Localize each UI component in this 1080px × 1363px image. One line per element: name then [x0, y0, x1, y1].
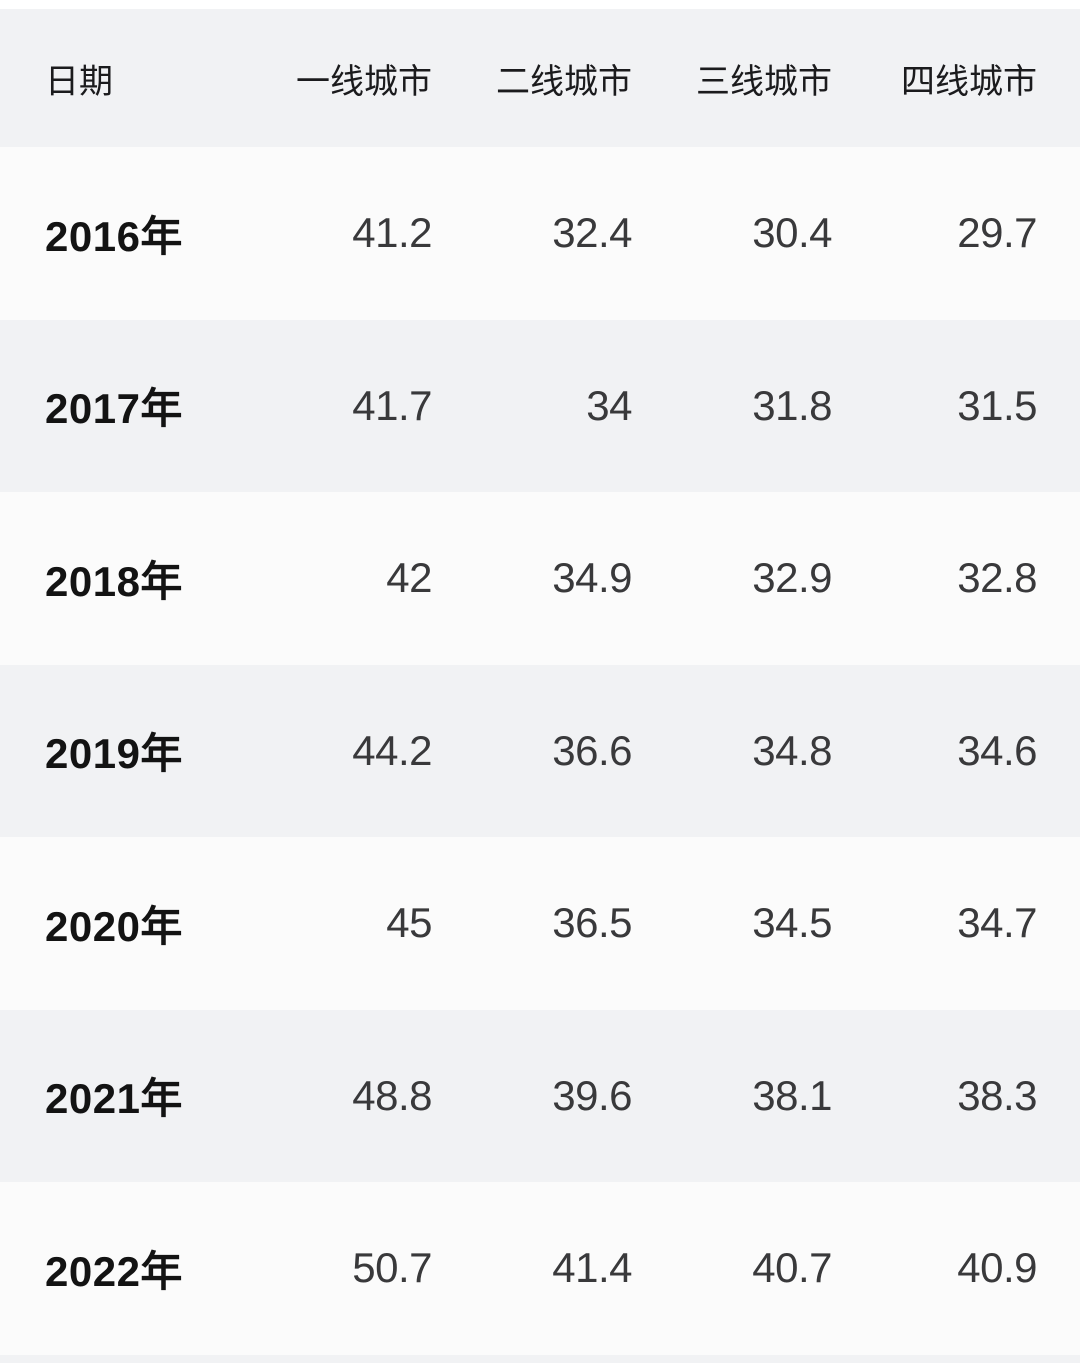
column-header-tier3: 三线城市 — [696, 62, 832, 101]
value-cell: 36.5 — [552, 899, 632, 947]
value-cell: 34.7 — [957, 899, 1037, 947]
year-cell: 2021年 — [45, 1075, 183, 1123]
value-cell: 30.4 — [752, 209, 832, 257]
table-row: 2019年 44.2 36.6 34.8 34.6 — [0, 664, 1080, 837]
year-cell: 2020年 — [45, 902, 183, 950]
column-header-tier1: 一线城市 — [296, 62, 432, 101]
table-row: 2020年 45 36.5 34.5 34.7 — [0, 837, 1080, 1010]
value-cell: 34.8 — [752, 726, 832, 774]
value-cell: 32.4 — [552, 209, 632, 257]
value-cell: 40.7 — [752, 1244, 832, 1292]
table-header-row: 日期 一线城市 二线城市 三线城市 四线城市 — [0, 9, 1080, 147]
value-cell: 41.2 — [352, 209, 432, 257]
table-row: 2022年 50.7 41.4 40.7 40.9 — [0, 1182, 1080, 1355]
value-cell: 38.1 — [752, 1071, 832, 1119]
value-cell: 34.6 — [957, 726, 1037, 774]
column-header-date: 日期 — [45, 62, 113, 101]
value-cell: 32.8 — [957, 554, 1037, 602]
top-whitespace — [0, 0, 1080, 9]
value-cell: 36.6 — [552, 726, 632, 774]
value-cell: 41.4 — [552, 1244, 632, 1292]
year-cell: 2016年 — [45, 212, 183, 260]
column-header-tier4: 四线城市 — [901, 62, 1037, 101]
year-cell: 2018年 — [45, 557, 183, 605]
table-row: 2018年 42 34.9 32.9 32.8 — [0, 492, 1080, 665]
value-cell: 50.7 — [352, 1244, 432, 1292]
value-cell: 29.7 — [957, 209, 1037, 257]
year-cell: 2017年 — [45, 385, 183, 433]
value-cell: 39.6 — [552, 1071, 632, 1119]
next-row-partial-band — [0, 1354, 1080, 1363]
value-cell: 40.9 — [957, 1244, 1037, 1292]
column-header-tier2: 二线城市 — [496, 62, 632, 101]
table-row: 2016年 41.2 32.4 30.4 29.7 — [0, 147, 1080, 320]
value-cell: 38.3 — [957, 1071, 1037, 1119]
value-cell: 32.9 — [752, 554, 832, 602]
value-cell: 31.5 — [957, 381, 1037, 429]
value-cell: 41.7 — [352, 381, 432, 429]
value-cell: 31.8 — [752, 381, 832, 429]
value-cell: 34 — [586, 381, 632, 429]
value-cell: 45 — [386, 899, 432, 947]
value-cell: 48.8 — [352, 1071, 432, 1119]
value-cell: 34.9 — [552, 554, 632, 602]
table-row: 2021年 48.8 39.6 38.1 38.3 — [0, 1009, 1080, 1182]
value-cell: 42 — [386, 554, 432, 602]
value-cell: 44.2 — [352, 726, 432, 774]
year-cell: 2019年 — [45, 730, 183, 778]
value-cell: 34.5 — [752, 899, 832, 947]
year-cell: 2022年 — [45, 1247, 183, 1295]
table-row: 2017年 41.7 34 31.8 31.5 — [0, 319, 1080, 492]
